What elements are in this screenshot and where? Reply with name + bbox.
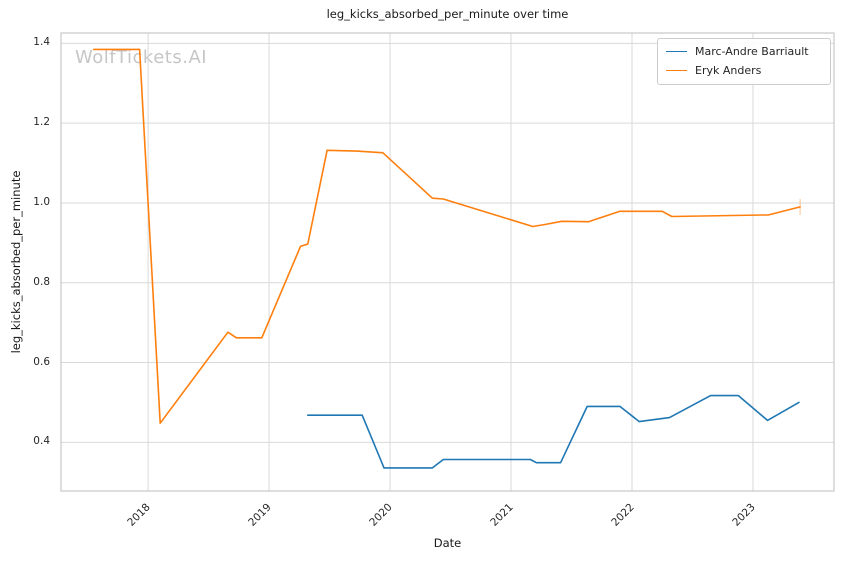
- x-axis-label: Date: [433, 536, 462, 550]
- legend-line-sample: [666, 70, 687, 71]
- y-tick-label: 1.0: [33, 195, 50, 208]
- chart-title: leg_kicks_absorbed_per_minute over time: [326, 7, 569, 21]
- plot-border: [60, 32, 835, 492]
- legend-label: Eryk Anders: [695, 64, 762, 77]
- series-line-marc-andre-barriault: [306, 394, 800, 469]
- y-tick-label: 1.2: [33, 116, 50, 129]
- legend-item: Marc-Andre Barriault: [666, 45, 822, 58]
- y-tick-label: 0.6: [33, 355, 50, 368]
- legend-line-sample: [666, 51, 687, 52]
- legend: Marc-Andre Barriault Eryk Anders: [657, 38, 831, 85]
- legend-item: Eryk Anders: [666, 64, 822, 77]
- y-axis-label: leg_kicks_absorbed_per_minute: [9, 170, 23, 354]
- legend-label: Marc-Andre Barriault: [695, 45, 809, 58]
- y-tick-label: 0.8: [33, 275, 50, 288]
- y-tick-label: 0.4: [33, 435, 50, 448]
- y-tick-label: 1.4: [33, 36, 50, 49]
- series-line-eryk-anders: [92, 48, 801, 425]
